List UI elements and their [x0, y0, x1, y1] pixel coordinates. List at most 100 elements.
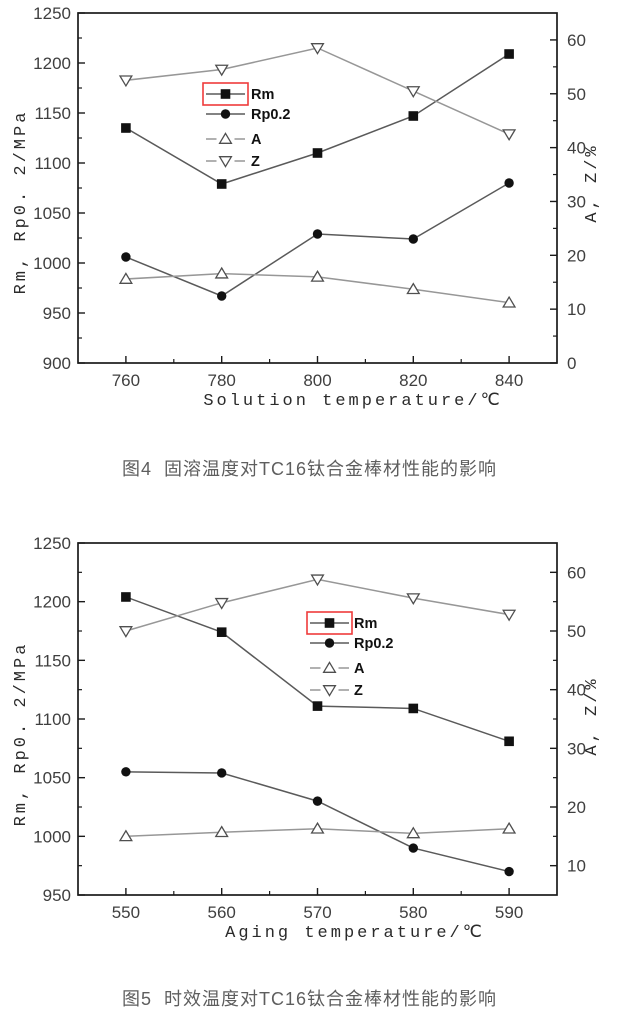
y-axis-right-title: A, Z/%: [583, 676, 602, 755]
marker-open-triangle-up: [310, 269, 325, 282]
series-Z: [118, 574, 517, 638]
legend-label: Rp0.2: [251, 107, 291, 123]
legend: Rm Rp0.2 AZ: [306, 611, 394, 699]
marker-filled-square: [504, 736, 514, 747]
marker-filled-square: [312, 148, 323, 158]
marker-open-triangle-down: [214, 64, 229, 77]
legend-entry-A: A: [206, 132, 262, 148]
x-tick-label: 570: [303, 903, 331, 922]
marker-filled-square: [121, 123, 131, 133]
marker-filled-circle: [504, 866, 514, 877]
y-axis-right-title: A, Z/%: [583, 143, 602, 222]
legend-label: A: [251, 132, 262, 148]
legend-highlight-box: [202, 82, 249, 106]
marker-open-triangle-up: [218, 132, 233, 144]
legend-entry-Z: Z: [206, 154, 260, 170]
legend-label: Rm: [354, 616, 377, 632]
y-axis-right: 10 20 30 40 50 60: [550, 563, 586, 876]
marker-open-triangle-down: [214, 597, 229, 610]
x-tick-label: 800: [303, 371, 331, 390]
y-axis-left-title: Rm, Rp0. 2/MPa: [12, 110, 31, 295]
y-right-tick-label: 60: [567, 563, 586, 582]
y-left-tick-label: 1100: [34, 710, 71, 729]
marker-filled-square: [408, 111, 419, 121]
marker-open-triangle-up: [502, 821, 517, 834]
legend-entry-Z: Z: [310, 683, 363, 699]
y-right-tick-label: 10: [567, 857, 586, 876]
aging-temperature-chart: 550 560 570 580 5909501000105011001150120012…: [12, 534, 602, 943]
marker-filled-circle: [217, 768, 227, 778]
y-right-tick-label: 40: [567, 681, 586, 700]
y-left-tick-label: 1000: [33, 254, 71, 273]
y-left-tick-label: 1250: [33, 534, 71, 553]
y-axis-left-title: Rm, Rp0. 2/MPa: [12, 642, 31, 827]
y-left-tick-label: 1250: [33, 4, 71, 23]
marker-filled-circle: [217, 291, 227, 301]
marker-open-triangle-down: [118, 626, 133, 638]
marker-filled-circle: [121, 767, 131, 777]
y-axis-left: 950 1000 1050 1100 1150 1200 1250: [33, 534, 85, 905]
series-Rm: [121, 49, 514, 189]
marker-open-triangle-up: [118, 272, 133, 284]
y-right-tick-label: 20: [567, 246, 586, 265]
y-left-tick-label: 1000: [33, 827, 71, 846]
marker-filled-square: [504, 49, 514, 59]
figure-5-caption: 图5 时效温度对TC16钛合金棒材性能的影响: [121, 989, 498, 1009]
x-tick-label: 760: [112, 371, 140, 390]
x-tick-label: 560: [208, 903, 236, 922]
marker-open-triangle-down: [310, 574, 325, 587]
y-left-tick-label: 1050: [33, 769, 71, 788]
marker-filled-square: [408, 703, 419, 714]
marker-open-triangle-up: [322, 661, 337, 673]
marker-open-triangle-down: [218, 156, 233, 168]
marker-filled-circle: [312, 229, 323, 239]
x-axis-title: Solution temperature/℃: [203, 392, 502, 411]
legend-label: A: [354, 661, 365, 677]
solution-temperature-chart: 760 780 800 820 8409009501000105011001150120…: [12, 4, 602, 411]
series-Rp0.2: [121, 767, 514, 877]
series-Rp0.2: [121, 178, 514, 301]
x-tick-label: 820: [399, 371, 427, 390]
x-tick-label: 840: [495, 371, 523, 390]
y-left-tick-label: 950: [43, 304, 71, 323]
x-tick-label: 550: [112, 903, 140, 922]
marker-open-triangle-up: [214, 825, 229, 838]
y-left-tick-label: 900: [43, 354, 71, 373]
legend-label: Z: [251, 154, 260, 170]
y-right-tick-label: 30: [567, 192, 586, 211]
series-A: [118, 266, 517, 308]
y-left-tick-label: 1200: [33, 54, 71, 73]
y-left-tick-label: 950: [43, 886, 71, 905]
y-right-tick-label: 10: [567, 300, 586, 319]
marker-open-triangle-up: [502, 295, 517, 308]
marker-filled-square: [121, 592, 131, 602]
series-Rp0.2-line: [125, 771, 510, 873]
marker-open-triangle-up: [310, 821, 325, 834]
marker-open-triangle-up: [406, 282, 421, 295]
marker-filled-circle: [121, 252, 131, 262]
legend-highlight-box: [306, 611, 353, 635]
marker-filled-circle: [220, 109, 231, 119]
y-right-tick-label: 40: [567, 139, 586, 158]
y-right-tick-label: 60: [567, 31, 586, 50]
marker-filled-circle: [504, 178, 514, 188]
y-right-tick-label: 50: [567, 622, 586, 641]
legend-entry-A: A: [310, 661, 365, 677]
series-A: [118, 821, 517, 842]
series-Rm: [121, 592, 514, 747]
marker-filled-square: [324, 618, 335, 628]
marker-open-triangle-down: [118, 75, 133, 88]
x-tick-label: 580: [399, 903, 427, 922]
legend-label: Z: [354, 683, 363, 699]
y-right-tick-label: 20: [567, 798, 586, 817]
marker-open-triangle-up: [214, 266, 229, 279]
marker-filled-circle: [408, 843, 418, 853]
x-axis: 760 780 800 820 840: [112, 356, 523, 390]
marker-open-triangle-down: [502, 609, 517, 622]
y-left-tick-label: 1050: [33, 204, 71, 223]
legend-label: Rp0.2: [354, 636, 394, 652]
y-right-tick-label: 30: [567, 739, 586, 758]
y-right-tick-label: 50: [567, 85, 586, 104]
legend: Rm Rp0.2 AZ: [202, 82, 291, 170]
x-axis-title: Aging temperature/℃: [225, 924, 485, 943]
